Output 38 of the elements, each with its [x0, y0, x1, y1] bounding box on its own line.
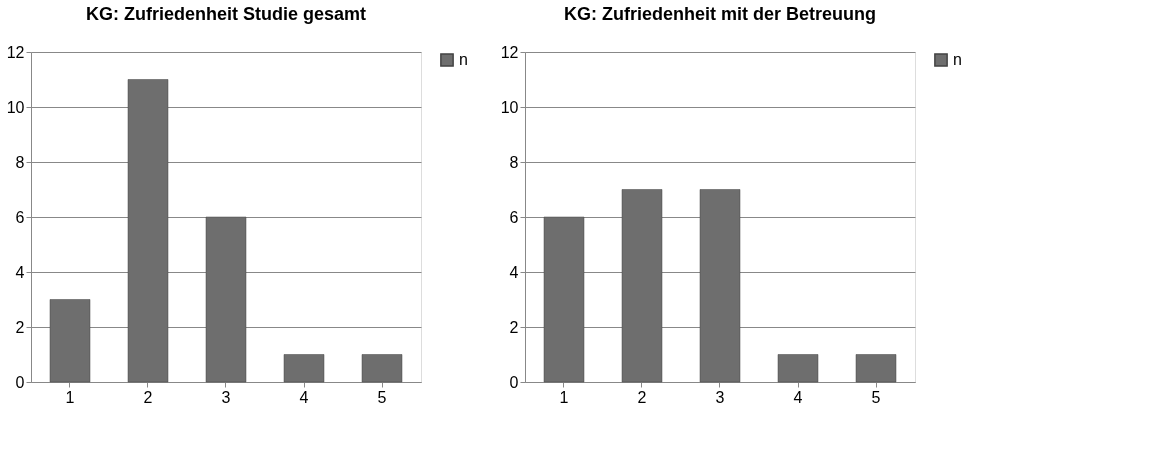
- x-tick-label: 3: [221, 388, 231, 406]
- x-tick-label: 1: [65, 388, 75, 406]
- bar: [49, 299, 91, 383]
- x-tick-label: 1: [559, 388, 569, 406]
- y-tick-label: 10: [500, 98, 519, 116]
- y-tick-label: 2: [15, 318, 25, 336]
- legend-label: n: [953, 51, 962, 68]
- bar: [205, 216, 247, 383]
- y-tick-label: 4: [509, 263, 519, 281]
- y-tick-label: 6: [15, 208, 25, 226]
- bar: [283, 354, 325, 383]
- legend-label: n: [459, 51, 468, 68]
- y-tick-label: 0: [509, 373, 519, 391]
- bar: [361, 354, 403, 383]
- y-tick-label: 8: [509, 153, 519, 171]
- y-tick-label: 12: [500, 43, 519, 61]
- y-tick-label: 6: [509, 208, 519, 226]
- bar: [127, 79, 169, 383]
- x-tick-label: 5: [377, 388, 387, 406]
- chart-title: KG: Zufriedenheit mit der Betreuung: [563, 4, 877, 24]
- y-tick-label: 4: [15, 263, 25, 281]
- x-tick-label: 2: [143, 388, 153, 406]
- x-tick-label: 2: [637, 388, 647, 406]
- y-tick-label: 2: [509, 318, 519, 336]
- x-tick-label: 5: [871, 388, 881, 406]
- x-tick-label: 4: [793, 388, 803, 406]
- bar: [855, 354, 897, 383]
- y-tick-label: 0: [15, 373, 25, 391]
- bar: [621, 189, 663, 383]
- y-tick-label: 8: [15, 153, 25, 171]
- x-tick-label: 3: [715, 388, 725, 406]
- y-tick-label: 10: [6, 98, 25, 116]
- bar: [699, 189, 741, 383]
- y-tick-label: 12: [6, 43, 25, 61]
- bar: [777, 354, 819, 383]
- x-tick-label: 4: [299, 388, 309, 406]
- chart-title: KG: Zufriedenheit Studie gesamt: [85, 4, 367, 24]
- bar: [543, 216, 585, 383]
